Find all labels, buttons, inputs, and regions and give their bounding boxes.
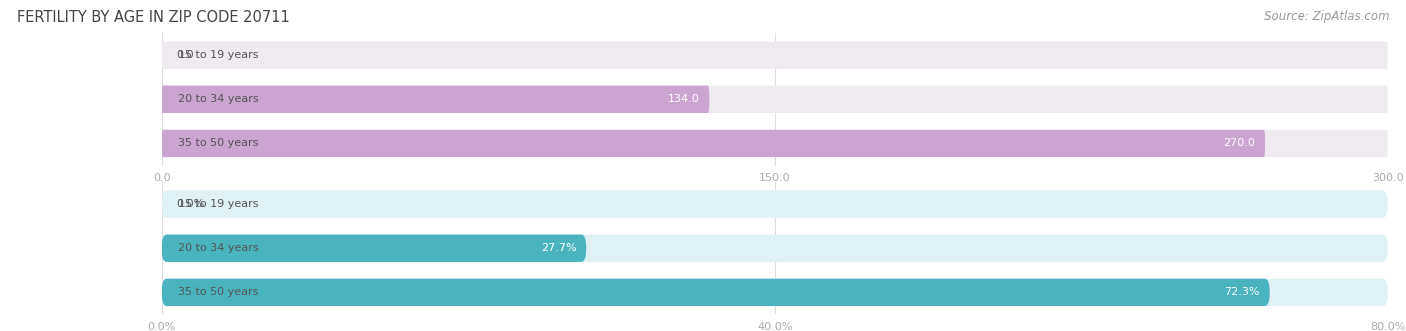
Text: 134.0: 134.0 xyxy=(668,94,700,104)
FancyBboxPatch shape xyxy=(162,130,1388,157)
Text: 72.3%: 72.3% xyxy=(1225,287,1260,297)
FancyBboxPatch shape xyxy=(162,235,586,262)
FancyBboxPatch shape xyxy=(162,86,1388,113)
FancyBboxPatch shape xyxy=(162,190,1388,218)
Text: 15 to 19 years: 15 to 19 years xyxy=(177,50,259,60)
Text: Source: ZipAtlas.com: Source: ZipAtlas.com xyxy=(1264,10,1389,23)
Text: 35 to 50 years: 35 to 50 years xyxy=(177,287,259,297)
FancyBboxPatch shape xyxy=(162,41,1388,69)
Text: 27.7%: 27.7% xyxy=(541,243,576,253)
FancyBboxPatch shape xyxy=(162,279,1270,306)
Text: 35 to 50 years: 35 to 50 years xyxy=(177,138,259,148)
FancyBboxPatch shape xyxy=(162,130,1265,157)
Text: 20 to 34 years: 20 to 34 years xyxy=(177,94,259,104)
Text: 15 to 19 years: 15 to 19 years xyxy=(177,199,259,209)
FancyBboxPatch shape xyxy=(162,279,1388,306)
Text: 270.0: 270.0 xyxy=(1223,138,1256,148)
Text: 20 to 34 years: 20 to 34 years xyxy=(177,243,259,253)
FancyBboxPatch shape xyxy=(162,86,709,113)
FancyBboxPatch shape xyxy=(162,235,1388,262)
Text: FERTILITY BY AGE IN ZIP CODE 20711: FERTILITY BY AGE IN ZIP CODE 20711 xyxy=(17,10,290,25)
Text: 0.0: 0.0 xyxy=(176,50,194,60)
Text: 0.0%: 0.0% xyxy=(176,199,205,209)
